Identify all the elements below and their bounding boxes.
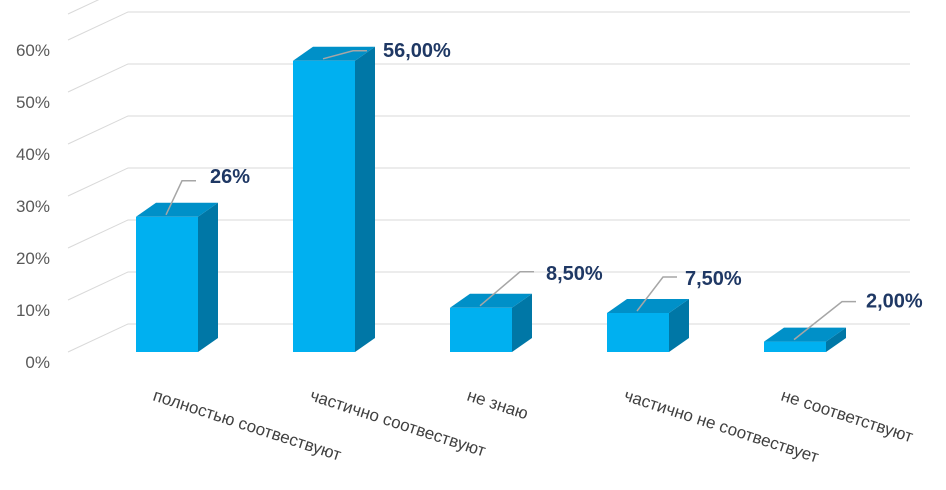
bar-front-face (764, 341, 826, 352)
y-tick-label: 0% (25, 353, 50, 372)
bar-top-face (136, 202, 218, 217)
bar-side-face (826, 327, 846, 352)
gridline (67, 115, 910, 145)
y-tick-label: 50% (16, 93, 50, 112)
leader-line (793, 300, 856, 341)
bar (450, 293, 532, 352)
bar (293, 46, 375, 353)
bar (764, 327, 846, 352)
y-tick-label: 10% (16, 301, 50, 320)
bar-front-face (607, 313, 669, 352)
bar-side-face (198, 202, 218, 352)
gridline (67, 63, 910, 93)
gridline (67, 271, 910, 301)
gridline (67, 11, 910, 41)
bar-front-face (293, 60, 355, 353)
bar (607, 299, 689, 352)
data-labels: 26% 56,00% 8,50% 7,50% 2,00% (165, 40, 923, 341)
data-label: 7,50% (685, 268, 742, 290)
data-label: 26% (210, 166, 250, 188)
y-tick-label: 60% (16, 41, 50, 60)
y-tick-label: 20% (16, 249, 50, 268)
gridline (67, 219, 910, 249)
data-label: 8,50% (546, 263, 603, 285)
bar-top-face (764, 327, 846, 342)
leader-line (165, 180, 196, 216)
data-label: 2,00% (866, 291, 923, 313)
bar (136, 202, 218, 352)
gridline (67, 167, 910, 197)
bar-top-face (607, 299, 689, 313)
bars (136, 46, 846, 353)
leader-line (479, 271, 534, 307)
bar-side-face (512, 293, 532, 352)
category-label: не знаю (465, 386, 531, 424)
leader-line (636, 276, 677, 312)
bar-front-face (136, 216, 198, 352)
gridlines (67, 0, 910, 353)
gridline (67, 0, 100, 15)
y-axis-ticks: 0% 10% 20% 30% 40% 50% 60% (16, 41, 50, 372)
bar-side-face (355, 46, 375, 353)
y-tick-label: 40% (16, 145, 50, 164)
bar-front-face (450, 307, 512, 352)
category-label: не соответствуют (779, 386, 916, 447)
data-label: 56,00% (383, 40, 451, 62)
y-tick-label: 30% (16, 197, 50, 216)
bar-side-face (669, 299, 689, 352)
leader-line (322, 50, 367, 60)
bar-top-face (450, 293, 532, 308)
